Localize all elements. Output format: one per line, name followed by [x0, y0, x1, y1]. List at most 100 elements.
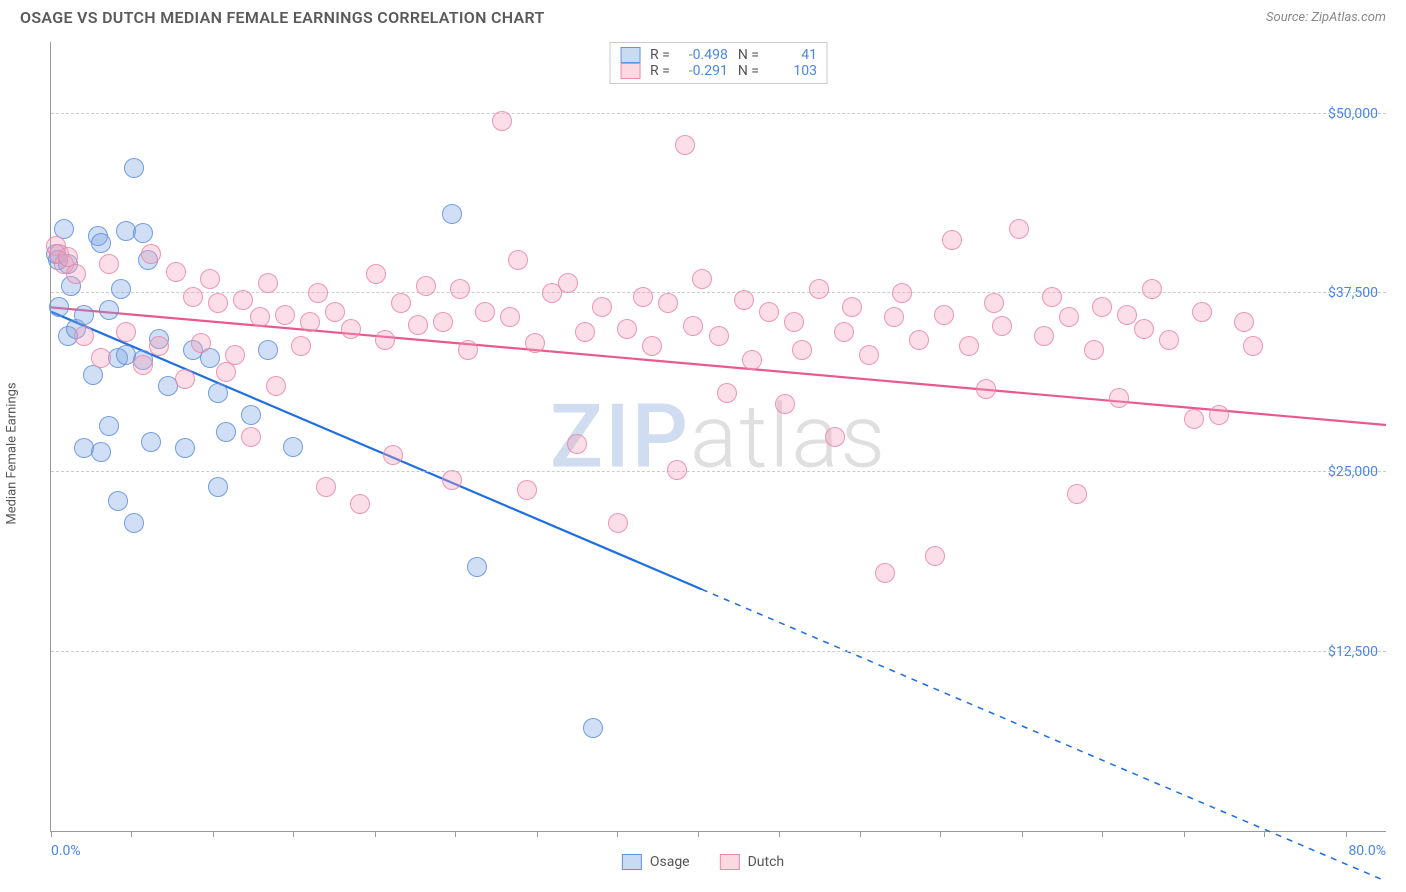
data-point: [350, 494, 370, 514]
data-point: [592, 297, 612, 317]
data-point: [1084, 340, 1104, 360]
data-point: [49, 297, 69, 317]
data-point: [1067, 484, 1087, 504]
data-point: [976, 379, 996, 399]
source-label: Source: ZipAtlas.com: [1266, 10, 1386, 25]
data-point: [1142, 279, 1162, 299]
data-point: [692, 269, 712, 289]
n-label: N =: [738, 47, 759, 63]
data-point: [83, 365, 103, 385]
data-point: [141, 432, 161, 452]
data-point: [216, 362, 236, 382]
r-value: -0.291: [680, 63, 728, 79]
data-point: [366, 264, 386, 284]
data-point: [734, 290, 754, 310]
r-value: -0.498: [680, 47, 728, 63]
x-tick: [1264, 831, 1265, 837]
data-point: [709, 326, 729, 346]
data-point: [442, 204, 462, 224]
data-point: [1117, 305, 1137, 325]
data-point: [942, 230, 962, 250]
data-point: [216, 422, 236, 442]
data-point: [792, 340, 812, 360]
data-point: [258, 273, 278, 293]
data-point: [116, 322, 136, 342]
data-point: [500, 307, 520, 327]
legend-stat-row: R = -0.498 N = 41: [620, 47, 817, 63]
data-point: [475, 302, 495, 322]
data-point: [111, 279, 131, 299]
x-tick: [293, 831, 294, 837]
gridline: [51, 651, 1386, 652]
data-point: [308, 283, 328, 303]
gridline: [51, 471, 1386, 472]
data-point: [859, 345, 879, 365]
x-tick: [213, 831, 214, 837]
x-tick: [375, 831, 376, 837]
data-point: [291, 336, 311, 356]
data-point: [633, 287, 653, 307]
trend-line-dashed: [702, 589, 1386, 881]
x-tick: [860, 831, 861, 837]
legend-stat-row: R = -0.291 N = 103: [620, 63, 817, 79]
data-point: [250, 307, 270, 327]
n-label: N =: [738, 63, 759, 79]
data-point: [275, 305, 295, 325]
data-point: [66, 264, 86, 284]
data-point: [642, 336, 662, 356]
data-point: [124, 513, 144, 533]
data-point: [91, 233, 111, 253]
data-point: [909, 330, 929, 350]
data-point: [408, 315, 428, 335]
data-point: [1192, 302, 1212, 322]
n-value: 41: [769, 47, 817, 63]
data-point: [166, 262, 186, 282]
n-value: 103: [769, 63, 817, 79]
data-point: [492, 111, 512, 131]
data-point: [1234, 312, 1254, 332]
data-point: [141, 244, 161, 264]
data-point: [266, 376, 286, 396]
data-point: [200, 269, 220, 289]
r-label: R =: [650, 47, 670, 63]
y-tick-label: $37,500: [1328, 285, 1378, 301]
gridline: [51, 113, 1386, 114]
legend-item: Osage: [622, 854, 690, 870]
data-point: [300, 312, 320, 332]
x-tick-label: 0.0%: [51, 843, 81, 859]
data-point: [1109, 388, 1129, 408]
r-label: R =: [650, 63, 670, 79]
data-point: [658, 293, 678, 313]
data-point: [1159, 330, 1179, 350]
data-point: [683, 316, 703, 336]
data-point: [208, 293, 228, 313]
y-tick-label: $25,000: [1328, 464, 1378, 480]
data-point: [583, 718, 603, 738]
data-point: [675, 135, 695, 155]
x-tick: [779, 831, 780, 837]
legend-swatch: [620, 47, 640, 63]
data-point: [208, 383, 228, 403]
data-point: [233, 290, 253, 310]
data-point: [884, 307, 904, 327]
data-point: [183, 287, 203, 307]
data-point: [149, 336, 169, 356]
data-point: [74, 326, 94, 346]
data-point: [74, 305, 94, 325]
data-point: [375, 330, 395, 350]
data-point: [1092, 297, 1112, 317]
data-point: [959, 336, 979, 356]
x-tick: [455, 831, 456, 837]
data-point: [558, 273, 578, 293]
legend-swatch: [622, 854, 642, 870]
data-point: [667, 460, 687, 480]
data-point: [875, 563, 895, 583]
data-point: [467, 557, 487, 577]
legend-item: Dutch: [720, 854, 785, 870]
x-tick: [940, 831, 941, 837]
data-point: [91, 442, 111, 462]
data-point: [341, 319, 361, 339]
y-axis-label: Median Female Earnings: [5, 382, 20, 524]
data-point: [124, 158, 144, 178]
data-point: [99, 416, 119, 436]
